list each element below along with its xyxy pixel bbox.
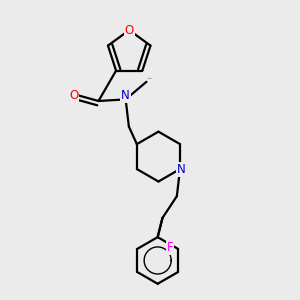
Text: methyl: methyl bbox=[148, 78, 153, 79]
Text: F: F bbox=[167, 241, 173, 254]
Text: O: O bbox=[124, 24, 134, 37]
Text: O: O bbox=[69, 89, 79, 102]
Text: N: N bbox=[121, 89, 130, 102]
Text: N: N bbox=[177, 163, 186, 176]
